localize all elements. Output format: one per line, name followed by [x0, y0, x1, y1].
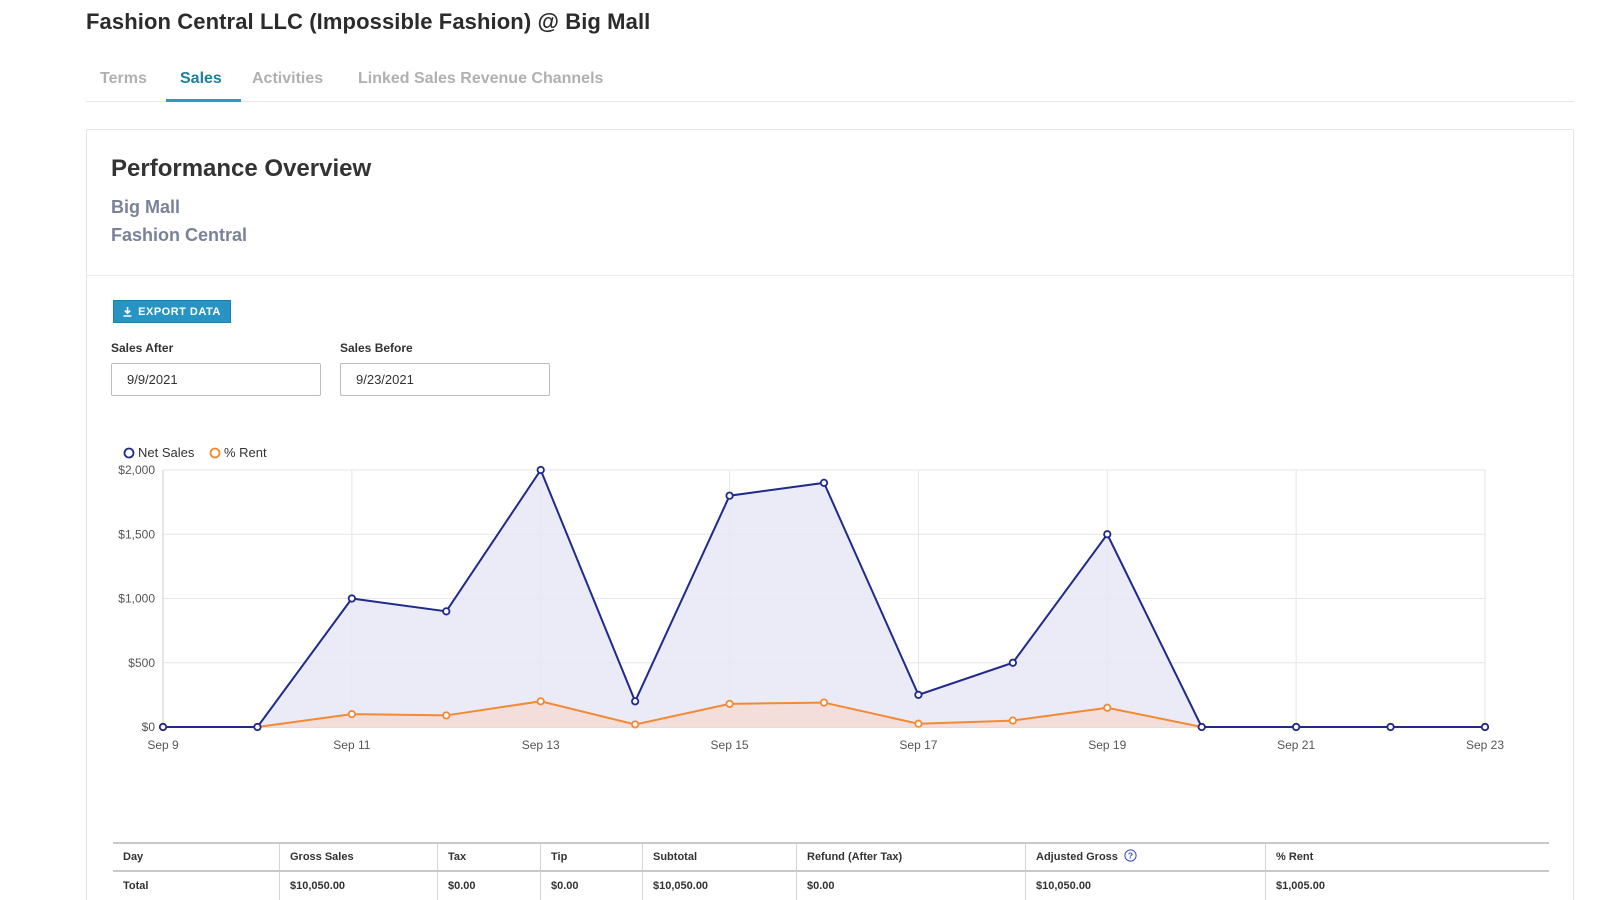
sales-table: Day Gross Sales Tax Tip Subtotal Refund … — [113, 842, 1549, 900]
column-header-subtotal: Subtotal — [642, 844, 697, 870]
help-icon[interactable]: ? — [1124, 849, 1137, 865]
y-tick-label: $0 — [142, 720, 156, 734]
column-header-day: Day — [123, 851, 144, 863]
y-tick-label: $500 — [128, 656, 155, 670]
tab-linked-sales-revenue-channels[interactable]: Linked Sales Revenue Channels — [358, 70, 604, 87]
net-sales-legend-marker — [123, 447, 135, 459]
x-tick-label: Sep 13 — [522, 738, 560, 752]
table-header-row: Day Gross Sales Tax Tip Subtotal Refund … — [113, 842, 1549, 872]
svg-text:?: ? — [1128, 851, 1133, 861]
active-tab-indicator — [166, 99, 241, 102]
tab-sales[interactable]: Sales — [180, 70, 222, 87]
net-sales-point — [819, 478, 829, 487]
tab-activities[interactable]: Activities — [252, 70, 324, 87]
net-sales-point — [631, 697, 640, 706]
y-tick-label: $1,500 — [118, 527, 155, 541]
export-data-button[interactable]: EXPORT DATA — [113, 300, 231, 323]
column-header-tip: Tip — [540, 844, 567, 870]
property-name: Big Mall — [111, 197, 181, 217]
x-tick-label: Sep 11 — [333, 738, 370, 752]
column-header-gross-sales: Gross Sales — [279, 844, 354, 870]
rent-point — [819, 698, 829, 707]
table-cell-adjusted-gross: $10,050.00 — [1025, 872, 1091, 900]
download-icon — [123, 306, 132, 317]
net-sales-point — [1103, 530, 1112, 539]
table-cell-refund: $0.00 — [796, 872, 835, 900]
table-cell-percent-rent: $1,005.00 — [1265, 872, 1325, 900]
y-tick-label: $2,000 — [118, 463, 155, 477]
rent-point — [442, 711, 451, 720]
rent-point — [536, 697, 545, 706]
column-header-refund: Refund (After Tax) — [796, 844, 902, 870]
table-cell-tax: $0.00 — [437, 872, 476, 900]
net-sales-point — [1008, 658, 1017, 667]
export-data-label: EXPORT DATA — [138, 305, 221, 318]
x-tick-label: Sep 19 — [1088, 738, 1126, 752]
x-tick-label: Sep 23 — [1466, 738, 1504, 752]
tab-bar: Terms Sales Activities Linked Sales Reve… — [86, 64, 1574, 102]
net-sales-point — [442, 607, 451, 616]
sales-after-label: Sales After — [111, 341, 174, 355]
rent-point — [1008, 716, 1017, 725]
table-cell-gross-sales: $10,050.00 — [279, 872, 345, 900]
sales-before-label: Sales Before — [340, 341, 413, 355]
net-sales-point — [914, 690, 923, 699]
net-sales-point — [1480, 722, 1490, 732]
net-sales-area — [163, 470, 1485, 727]
performance-card: Performance Overview Big Mall Fashion Ce… — [86, 129, 1574, 900]
net-sales-point — [1386, 722, 1395, 732]
rent-point — [631, 720, 640, 729]
card-title: Performance Overview — [111, 155, 372, 182]
rent-point — [347, 710, 356, 719]
net-sales-point — [725, 491, 734, 500]
net-sales-point — [253, 722, 262, 732]
rent-point — [914, 719, 923, 728]
rent-area — [163, 701, 1485, 727]
sales-before-input[interactable] — [340, 363, 550, 396]
net-sales-point — [158, 722, 168, 732]
table-row: Total $10,050.00 $0.00 $0.00 $10,050.00 … — [113, 872, 1549, 900]
x-tick-label: Sep 17 — [899, 738, 937, 752]
net-sales-legend-label: Net Sales — [138, 445, 195, 460]
y-tick-label: $1,000 — [118, 592, 155, 606]
rent-point — [1103, 703, 1112, 712]
rent-legend-marker — [209, 447, 221, 459]
tenant-name: Fashion Central — [111, 225, 248, 245]
adjusted-gross-label: Adjusted Gross — [1036, 851, 1118, 863]
table-cell-day: Total — [123, 880, 149, 892]
sales-chart: $2,000 $1,500 $1,000 $500 $0 Sep 9 Sep 11 Sep 1… — [118, 445, 1504, 752]
x-tick-label: Sep 15 — [711, 738, 749, 752]
net-sales-point — [1197, 722, 1206, 732]
table-cell-subtotal: $10,050.00 — [642, 872, 708, 900]
column-header-adjusted-gross: Adjusted Gross ? — [1025, 844, 1137, 870]
tab-terms[interactable]: Terms — [100, 70, 147, 87]
card-divider — [87, 275, 1573, 276]
table-cell-tip: $0.00 — [540, 872, 579, 900]
rent-point — [725, 699, 734, 708]
rent-legend-label: % Rent — [224, 445, 267, 460]
x-tick-label: Sep 21 — [1277, 738, 1315, 752]
x-tick-label: Sep 9 — [147, 738, 179, 752]
column-header-tax: Tax — [437, 844, 466, 870]
net-sales-point — [536, 465, 545, 475]
net-sales-point — [1292, 722, 1301, 732]
page-title: Fashion Central LLC (Impossible Fashion)… — [86, 9, 651, 34]
net-sales-point — [347, 594, 356, 603]
column-header-percent-rent: % Rent — [1265, 844, 1313, 870]
sales-after-input[interactable] — [111, 363, 321, 396]
